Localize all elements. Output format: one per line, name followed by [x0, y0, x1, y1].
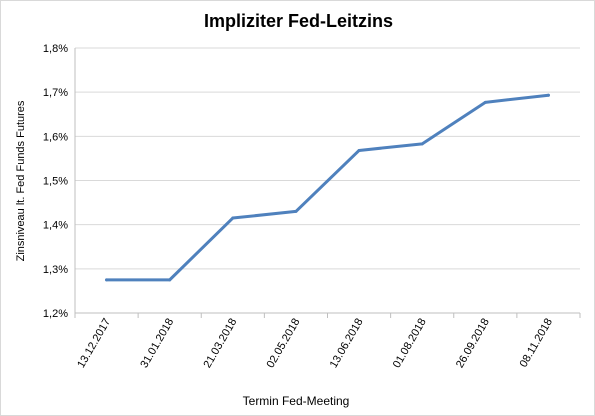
- x-tick-label: 26.09.2018: [454, 317, 492, 371]
- y-tick-label: 1,3%: [43, 264, 68, 276]
- y-tick-label: 1,4%: [43, 220, 68, 232]
- x-tick-label: 01.08.2018: [391, 317, 429, 371]
- series-line: [105, 93, 550, 282]
- y-tick-label: 1,7%: [43, 87, 68, 99]
- data-point: [294, 209, 298, 213]
- y-tick-label: 1,6%: [43, 131, 68, 143]
- x-tick-label: 08.11.2018: [518, 317, 556, 370]
- data-point: [483, 100, 487, 104]
- x-tick-label: 31.01.2018: [138, 317, 176, 371]
- data-point: [420, 142, 424, 146]
- x-tick-label: 13.06.2018: [328, 317, 366, 371]
- x-tick-label: 13.12.2017: [75, 317, 113, 371]
- data-point: [357, 148, 361, 152]
- chart-title: Impliziter Fed-Leitzins: [203, 11, 394, 31]
- data-point: [546, 93, 550, 97]
- data-point: [168, 278, 172, 282]
- x-axis-label: Termin Fed-Meeting: [242, 394, 350, 408]
- x-tick-label: 02.05.2018: [265, 317, 303, 371]
- y-tick-label: 1,2%: [43, 308, 68, 320]
- y-tick-label: 1,5%: [43, 176, 68, 188]
- x-tick-label: 21.03.2018: [201, 317, 239, 371]
- data-point: [231, 216, 235, 220]
- data-point: [105, 278, 109, 282]
- y-tick-label: 1,8%: [43, 43, 68, 55]
